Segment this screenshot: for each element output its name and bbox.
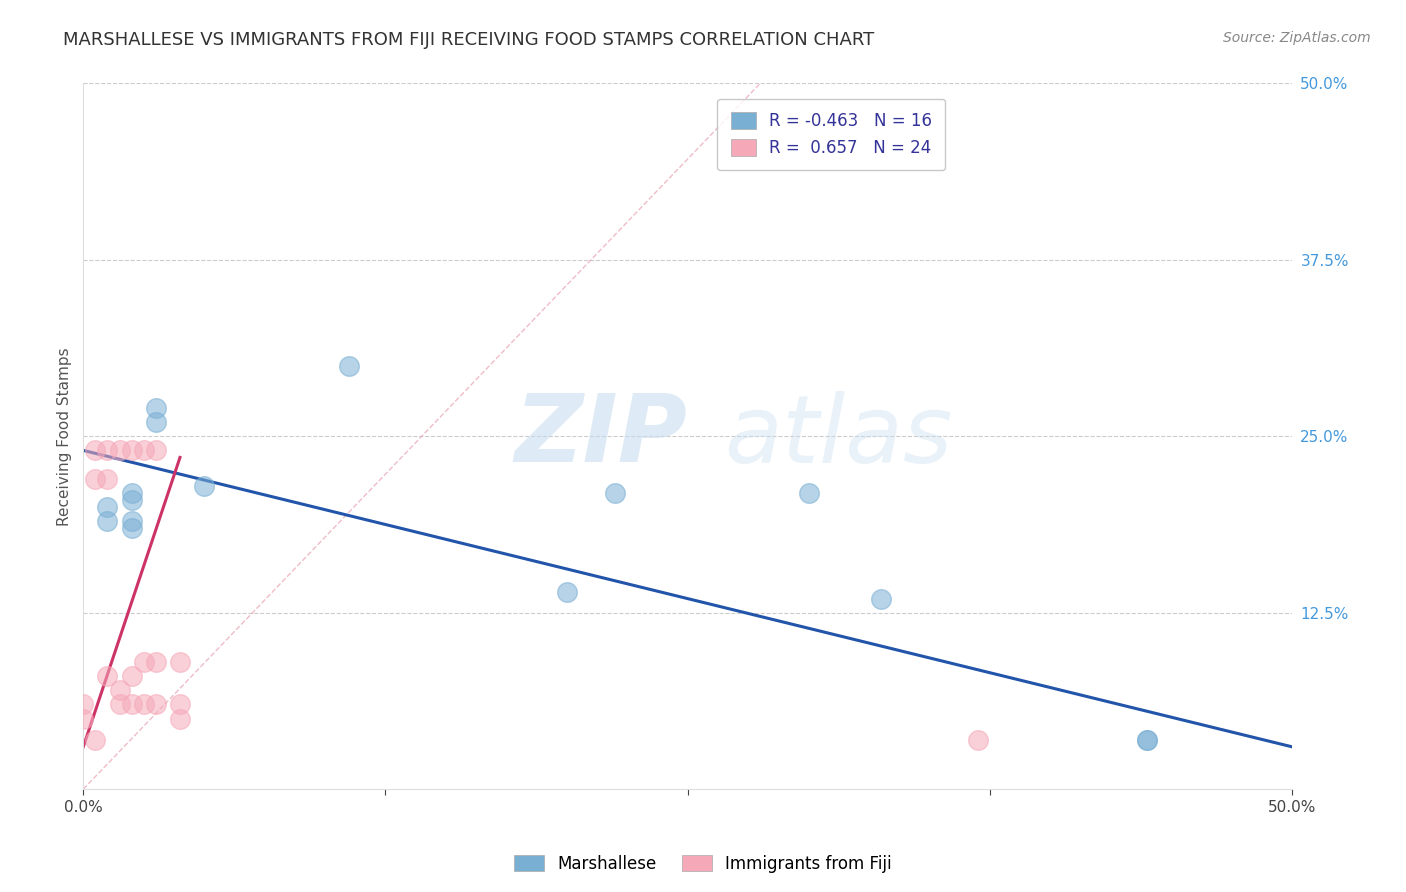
Point <box>797 485 820 500</box>
Point <box>84 443 107 458</box>
Point <box>145 698 167 712</box>
Point <box>145 401 167 415</box>
Text: ZIP: ZIP <box>515 391 688 483</box>
Text: atlas: atlas <box>724 391 952 482</box>
Text: MARSHALLESE VS IMMIGRANTS FROM FIJI RECEIVING FOOD STAMPS CORRELATION CHART: MARSHALLESE VS IMMIGRANTS FROM FIJI RECE… <box>63 31 875 49</box>
Point <box>145 655 167 669</box>
Point <box>145 443 167 458</box>
Point <box>84 472 107 486</box>
Point <box>108 443 131 458</box>
Point <box>121 521 143 535</box>
Point <box>121 698 143 712</box>
Point <box>121 443 143 458</box>
Point <box>121 492 143 507</box>
Text: Source: ZipAtlas.com: Source: ZipAtlas.com <box>1223 31 1371 45</box>
Y-axis label: Receiving Food Stamps: Receiving Food Stamps <box>58 347 72 525</box>
Point <box>870 591 893 606</box>
Point <box>555 584 578 599</box>
Point <box>96 514 118 528</box>
Point <box>72 698 94 712</box>
Point <box>169 712 191 726</box>
Point <box>145 415 167 429</box>
Point <box>72 712 94 726</box>
Point <box>132 698 155 712</box>
Point <box>966 732 988 747</box>
Point <box>96 500 118 514</box>
Point <box>108 698 131 712</box>
Legend: Marshallese, Immigrants from Fiji: Marshallese, Immigrants from Fiji <box>508 848 898 880</box>
Legend: R = -0.463   N = 16, R =  0.657   N = 24: R = -0.463 N = 16, R = 0.657 N = 24 <box>717 99 945 170</box>
Point <box>193 478 215 492</box>
Point <box>132 655 155 669</box>
Point <box>1136 732 1159 747</box>
Point <box>337 359 360 373</box>
Point <box>169 698 191 712</box>
Point <box>96 472 118 486</box>
Point <box>121 485 143 500</box>
Point <box>96 669 118 683</box>
Point <box>603 485 626 500</box>
Point <box>1136 732 1159 747</box>
Point <box>108 683 131 698</box>
Point <box>96 443 118 458</box>
Point <box>169 655 191 669</box>
Point <box>84 732 107 747</box>
Point <box>132 443 155 458</box>
Point <box>121 669 143 683</box>
Point <box>121 514 143 528</box>
